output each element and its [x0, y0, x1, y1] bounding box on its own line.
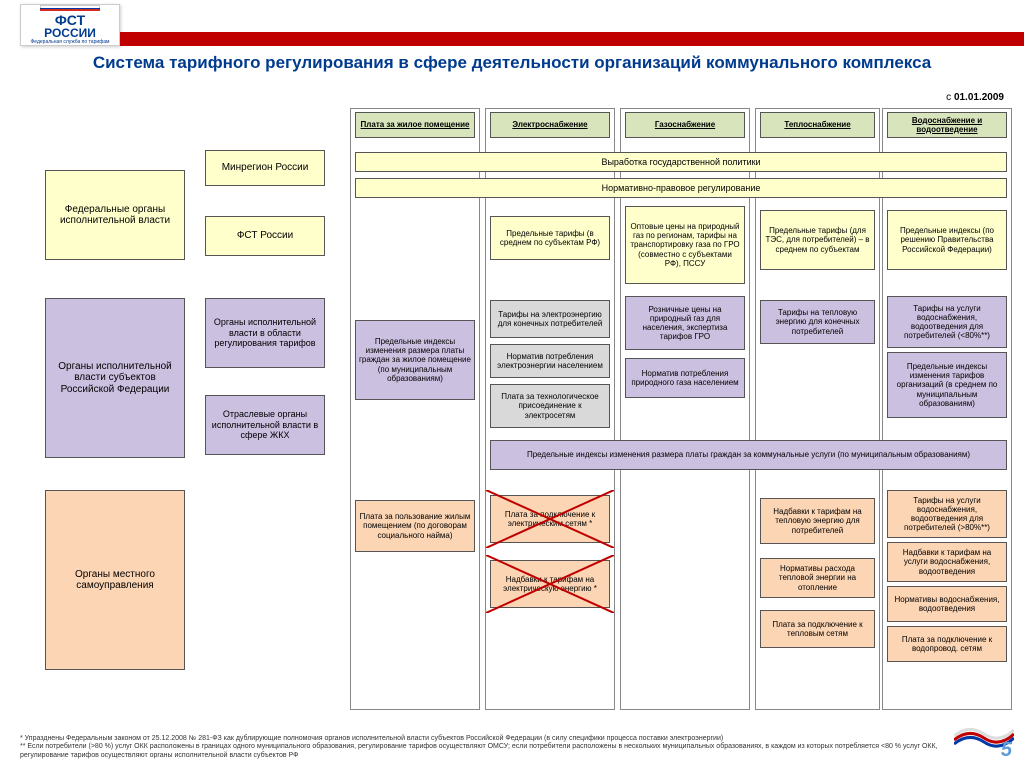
cell-heat-norm: Нормативы расхода тепловой энергии на от…: [760, 558, 875, 598]
left-subjects: Органы исполнительной власти субъектов Р…: [45, 298, 185, 458]
cell-gas-rozn: Розничные цены на природный газ для насе…: [625, 296, 745, 350]
logo-subtext: Федеральная служба по тарифам: [31, 39, 110, 45]
band-legal: Нормативно-правовое регулирование: [355, 178, 1007, 198]
cell-water-norm: Нормативы водоснабжения, водоотведения: [887, 586, 1007, 622]
cell-water-pred: Предельные индексы (по решению Правитель…: [887, 210, 1007, 270]
cell-water-tarif80: Тарифы на услуги водоснабжения, водоотве…: [887, 296, 1007, 348]
footnote-2: ** Если потребители (>80 %) услуг ОКК ра…: [20, 743, 964, 760]
cell-electro-nadb: Надбавки к тарифам на электрическую энер…: [490, 560, 610, 608]
col-head-electro: Электроснабжение: [490, 112, 610, 138]
col-head-water: Водоснабжение и водоотведение: [887, 112, 1007, 138]
left-reg-tarif: Органы исполнительной власти в области р…: [205, 298, 325, 368]
cell-heat-nadb: Надбавки к тарифам на тепловую энергию д…: [760, 498, 875, 544]
left-minregion: Минрегион России: [205, 150, 325, 186]
cell-electro-conn: Плата за подключение к электрическим сет…: [490, 495, 610, 543]
header-red-bar: [120, 32, 1024, 46]
col-border-housing: [350, 108, 480, 710]
left-local: Органы местного самоуправления: [45, 490, 185, 670]
logo-text-2: РОССИИ: [44, 27, 96, 39]
cell-heat-pred: Предельные тарифы (для ТЭС, для потребит…: [760, 210, 875, 270]
footnotes: * Упразднены Федеральным законом от 25.1…: [20, 735, 964, 760]
col-border-gas: [620, 108, 750, 710]
cell-electro-norm: Норматив потребления электроэнергии насе…: [490, 344, 610, 378]
cell-water-index: Предельные индексы изменения тарифов орг…: [887, 352, 1007, 418]
cell-water-conn: Плата за подключение к водопровод. сетям: [887, 626, 1007, 662]
cell-electro-pred: Предельные тарифы (в среднем по субъекта…: [490, 216, 610, 260]
cell-electro-tarif: Тарифы на электроэнергию для конечных по…: [490, 300, 610, 338]
col-head-gas: Газоснабжение: [625, 112, 745, 138]
band-citizen-index: Предельные индексы изменения размера пла…: [490, 440, 1007, 470]
band-policy: Выработка государственной политики: [355, 152, 1007, 172]
cell-electro-tech: Плата за технологическое присоединение к…: [490, 384, 610, 428]
left-fst: ФСТ России: [205, 216, 325, 256]
cell-gas-norm: Норматив потребления природного газа нас…: [625, 358, 745, 398]
cell-housing-rent: Плата за пользование жилым помещением (п…: [355, 500, 475, 552]
logo-text-1: ФСТ: [55, 13, 85, 27]
page-title: Система тарифного регулирования в сфере …: [0, 52, 1024, 74]
footnote-1: * Упразднены Федеральным законом от 25.1…: [20, 735, 964, 743]
effective-date: с 01.01.2009: [946, 92, 1004, 103]
cell-heat-conn: Плата за подключение к тепловым сетям: [760, 610, 875, 648]
flag-icon: [40, 5, 100, 11]
cell-housing-index: Предельные индексы изменения размера пла…: [355, 320, 475, 400]
col-head-housing: Плата за жилое помещение: [355, 112, 475, 138]
cell-gas-opt: Оптовые цены на природный газ по региона…: [625, 206, 745, 284]
left-federal: Федеральные органы исполнительной власти: [45, 170, 185, 260]
logo: ФСТ РОССИИ Федеральная служба по тарифам: [20, 4, 120, 46]
cell-water-tarif-gt80: Тарифы на услуги водоснабжения, водоотве…: [887, 490, 1007, 538]
left-zhkh: Отраслевые органы исполнительной власти …: [205, 395, 325, 455]
col-head-heat: Теплоснабжение: [760, 112, 875, 138]
cell-heat-tarif: Тарифы на тепловую энергию для конечных …: [760, 300, 875, 344]
page-number: 5: [1001, 739, 1012, 762]
cell-water-nadb: Надбавки к тарифам на услуги водоснабжен…: [887, 542, 1007, 582]
